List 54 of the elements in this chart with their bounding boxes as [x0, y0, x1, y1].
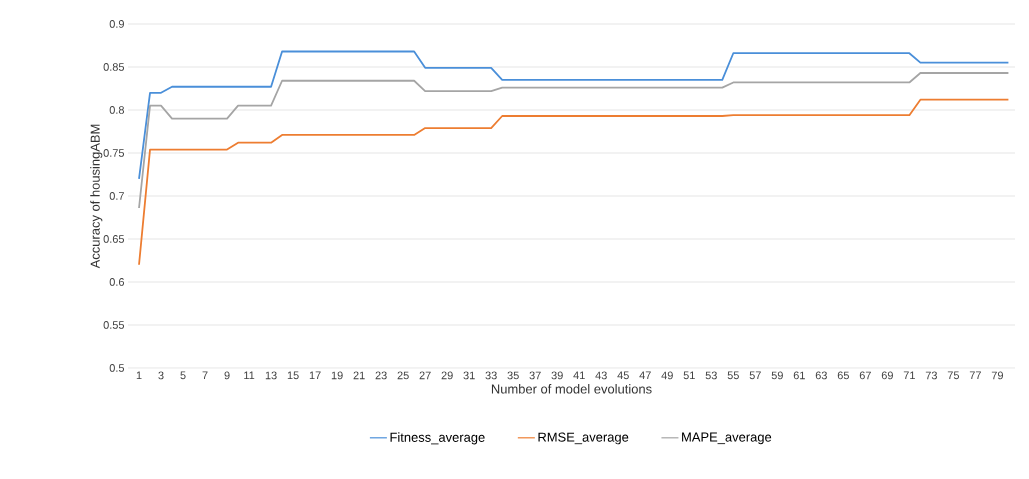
y-axis-title: Accuracy of housingABM	[90, 124, 103, 269]
x-tick-label: 47	[639, 371, 651, 380]
x-tick-label: 73	[925, 371, 937, 380]
x-tick-label: 27	[419, 371, 431, 380]
x-tick-label: 3	[158, 371, 164, 380]
x-tick-label: 31	[463, 371, 475, 380]
x-tick-label: 37	[529, 371, 541, 380]
y-tick-label: 0.75	[103, 149, 125, 157]
y-tick-label: 0.9	[109, 20, 124, 28]
x-tick-label: 17	[309, 371, 321, 380]
y-tick-label: 0.6	[109, 278, 125, 286]
x-tick-label: 43	[595, 371, 607, 380]
x-tick-label: 65	[837, 371, 849, 380]
x-tick-label: 1	[136, 371, 142, 380]
x-tick-label: 13	[265, 371, 277, 380]
x-tick-label: 49	[661, 371, 673, 380]
x-tick-label: 63	[815, 371, 827, 380]
x-tick-label: 35	[507, 371, 519, 380]
y-tick-label: 0.55	[103, 321, 125, 329]
x-tick-label: 29	[441, 371, 453, 380]
x-axis-title: Number of model evolutions	[491, 384, 652, 394]
legend-label: MAPE_average	[682, 432, 772, 445]
x-tick-label: 77	[969, 371, 981, 380]
x-tick-label: 71	[903, 371, 915, 380]
x-tick-label: 57	[749, 371, 761, 380]
y-tick-label: 0.8	[109, 106, 125, 114]
x-tick-label: 33	[485, 371, 497, 380]
x-tick-label: 15	[287, 371, 299, 380]
x-tick-label: 41	[573, 371, 585, 380]
x-tick-label: 9	[224, 371, 230, 380]
x-tick-label: 61	[793, 371, 805, 380]
y-tick-label: 0.5	[109, 364, 125, 372]
x-tick-label: 67	[859, 371, 871, 380]
x-tick-label: 51	[683, 371, 695, 380]
x-tick-label: 39	[551, 371, 563, 380]
y-tick-label: 0.7	[109, 192, 124, 200]
y-tick-label: 0.65	[103, 235, 125, 243]
x-tick-label: 45	[617, 371, 629, 380]
legend-label: Fitness_average	[390, 432, 485, 445]
x-tick-label: 23	[375, 371, 387, 380]
x-tick-label: 79	[991, 371, 1003, 380]
x-tick-label: 53	[705, 371, 717, 380]
x-tick-label: 59	[771, 371, 783, 380]
x-tick-label: 7	[202, 371, 208, 380]
x-tick-label: 75	[947, 371, 960, 380]
x-tick-label: 19	[331, 371, 343, 380]
x-tick-label: 25	[397, 371, 409, 380]
x-tick-label: 21	[353, 371, 365, 380]
x-tick-label: 5	[180, 371, 186, 380]
legend-label: RMSE_average	[538, 432, 629, 445]
x-tick-label: 11	[244, 371, 255, 380]
y-tick-label: 0.85	[103, 63, 125, 71]
x-tick-label: 69	[881, 371, 893, 380]
x-tick-label: 55	[727, 371, 739, 380]
